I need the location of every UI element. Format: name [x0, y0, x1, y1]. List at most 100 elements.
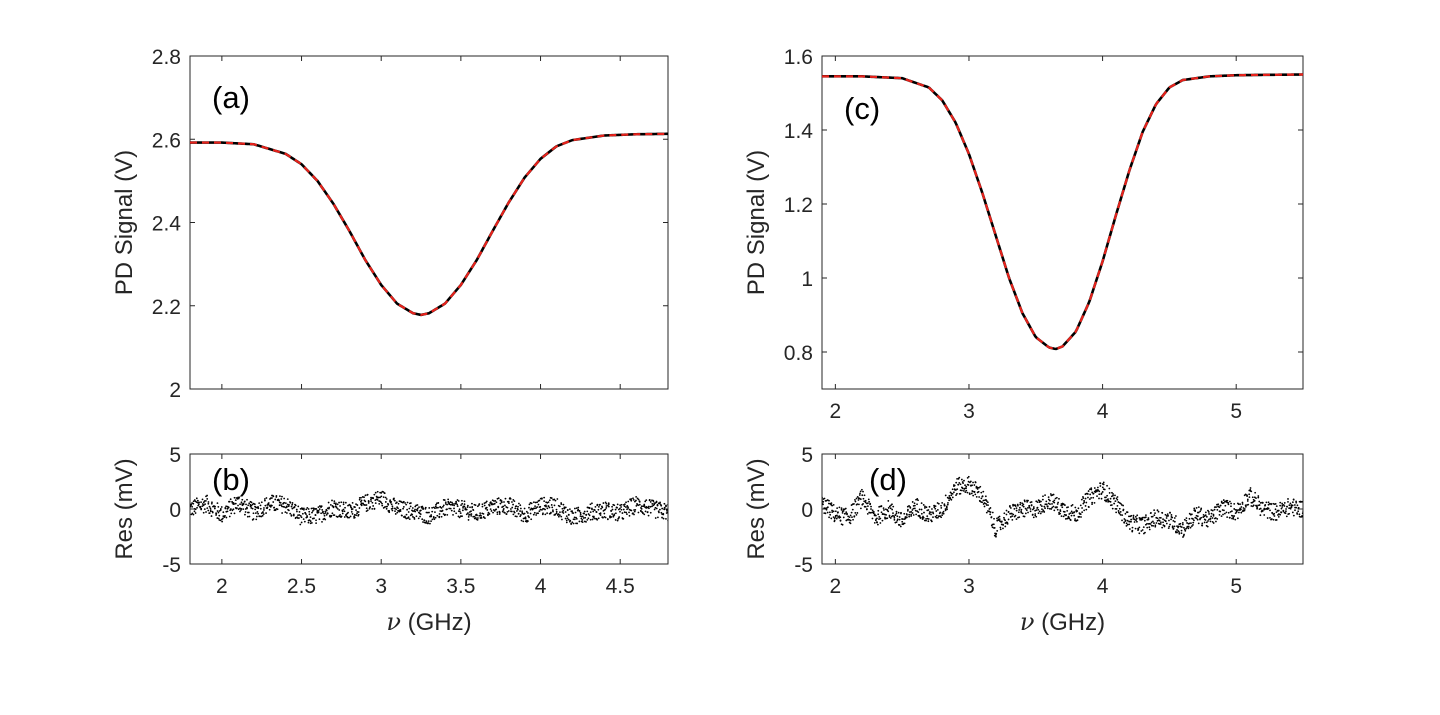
residual-point — [924, 505, 926, 508]
residual-point — [1116, 505, 1119, 507]
residual-point — [854, 500, 857, 503]
residual-point — [191, 505, 194, 508]
residual-point — [610, 510, 613, 512]
residual-point — [325, 514, 328, 516]
residual-point — [1213, 508, 1216, 511]
residual-point — [1194, 516, 1197, 519]
residual-point — [605, 502, 608, 505]
residual-point — [1275, 519, 1278, 521]
residual-point — [442, 513, 445, 515]
residual-point — [860, 507, 862, 510]
residual-point — [890, 504, 892, 507]
residual-point — [239, 507, 241, 510]
residual-point — [473, 515, 476, 518]
residual-point — [372, 496, 374, 499]
residual-point — [575, 507, 578, 510]
residual-point — [1083, 499, 1085, 502]
residual-point — [1083, 501, 1086, 504]
residual-point — [1209, 518, 1212, 520]
residual-point — [584, 516, 587, 519]
residual-point — [198, 501, 200, 504]
residual-point — [500, 501, 503, 504]
residual-point — [873, 522, 876, 524]
residual-point — [1052, 493, 1055, 496]
residual-point — [1034, 513, 1037, 515]
residual-point — [470, 510, 472, 513]
residual-point — [1124, 512, 1127, 515]
residual-point — [309, 520, 312, 523]
residual-point — [867, 505, 869, 507]
residual-point — [979, 485, 982, 488]
residual-point — [1137, 528, 1140, 531]
residual-point — [512, 513, 515, 516]
residual-point — [394, 510, 396, 513]
residual-point — [1041, 498, 1044, 501]
residual-point — [1068, 513, 1071, 515]
residual-point — [1009, 507, 1012, 509]
residual-point — [1197, 511, 1200, 514]
residual-point — [892, 505, 895, 508]
residual-point — [913, 504, 916, 507]
residual-point — [190, 503, 192, 506]
residual-point — [579, 511, 582, 514]
residual-point — [1060, 515, 1063, 518]
residual-point — [440, 515, 443, 518]
residual-point — [854, 512, 857, 514]
residual-point — [1267, 507, 1270, 510]
residual-point — [1028, 506, 1031, 509]
residual-point — [552, 509, 554, 512]
residual-point — [1180, 532, 1183, 535]
residual-point — [640, 507, 643, 510]
residual-point — [667, 511, 668, 514]
residual-point — [1284, 512, 1287, 515]
residual-point — [349, 504, 352, 507]
residual-point — [927, 518, 930, 520]
residual-point — [1037, 508, 1040, 511]
residual-point — [638, 503, 641, 506]
residual-point — [548, 506, 551, 509]
residual-point — [942, 510, 945, 513]
residual-point — [1258, 500, 1261, 503]
residual-point — [1099, 482, 1101, 485]
residual-point — [407, 511, 410, 513]
residual-point — [1189, 526, 1192, 529]
residual-point — [222, 511, 225, 514]
residual-point — [351, 508, 354, 510]
residual-point — [209, 507, 212, 510]
residual-point — [466, 506, 469, 509]
nu-symbol: ν — [386, 608, 401, 636]
residual-point — [1032, 507, 1035, 510]
residual-point — [449, 501, 452, 503]
residual-point — [1285, 510, 1287, 513]
residual-point — [204, 499, 207, 502]
residual-point — [467, 512, 469, 514]
residual-point — [1246, 495, 1248, 498]
residual-point — [1279, 513, 1282, 516]
residual-point — [268, 508, 271, 511]
residual-point — [987, 504, 989, 507]
residual-point — [378, 503, 381, 505]
residual-point — [318, 518, 321, 521]
residual-point — [1277, 515, 1280, 518]
residual-point — [1038, 499, 1041, 502]
residual-point — [1176, 529, 1178, 531]
residual-point — [853, 503, 855, 505]
residual-point — [1053, 509, 1056, 512]
residual-point — [1288, 512, 1291, 515]
residual-point — [599, 503, 601, 506]
residual-point — [1297, 510, 1300, 513]
residual-point — [519, 515, 522, 518]
residual-point — [232, 508, 235, 511]
residual-point — [269, 505, 272, 508]
residual-point — [861, 488, 863, 491]
residual-point — [505, 513, 508, 516]
residual-point — [543, 496, 546, 499]
residual-point — [512, 499, 515, 501]
residual-point — [661, 516, 663, 519]
residual-point — [443, 499, 446, 501]
residual-point — [1183, 526, 1185, 529]
residual-point — [947, 502, 949, 504]
residual-point — [911, 512, 914, 514]
residual-point — [1184, 529, 1187, 532]
residual-point — [941, 514, 944, 517]
